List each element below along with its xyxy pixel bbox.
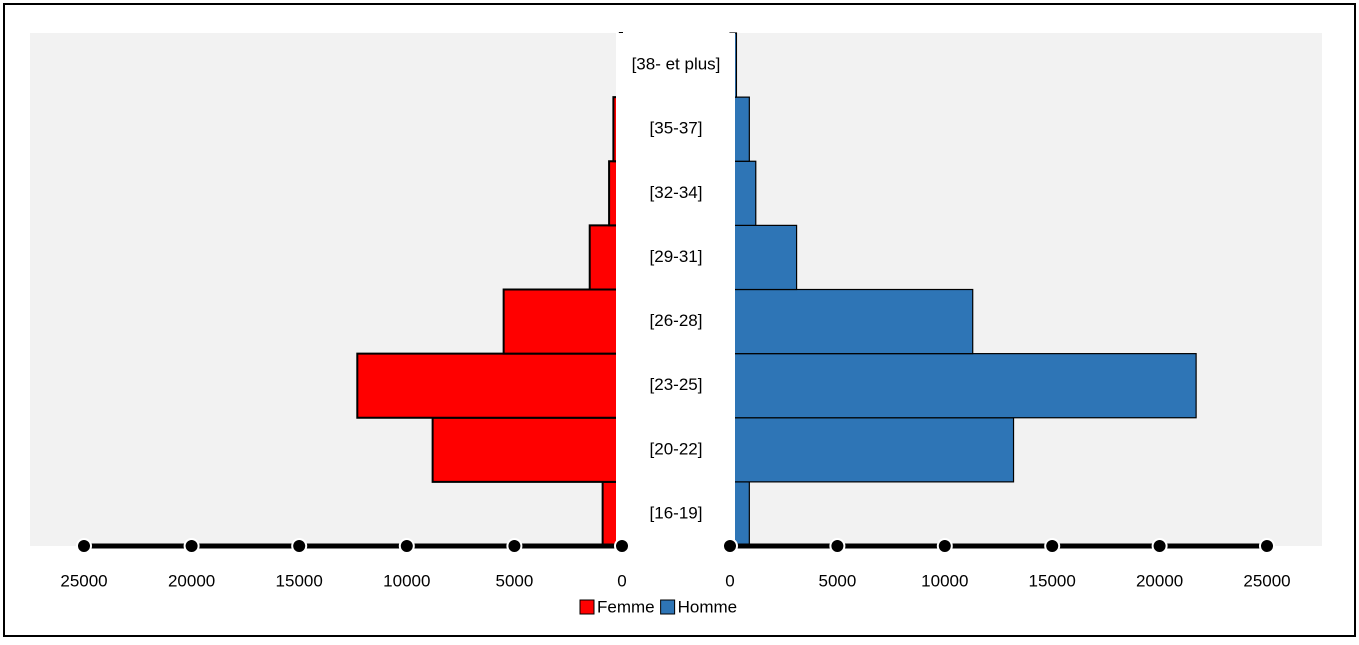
category-label: [32-34] [650,183,703,202]
tick-marker [1044,538,1061,554]
tick-marker [936,538,953,554]
tick-marker [1259,538,1275,554]
legend-label: Femme [597,597,655,616]
category-label: [26-28] [650,311,703,330]
x-tick-label: 10000 [921,571,968,590]
category-label: [29-31] [650,247,703,266]
category-label: [16-19] [650,503,703,522]
x-tick-label: 10000 [383,571,430,590]
x-tick-label: 5000 [495,571,533,590]
legend-swatch [579,599,595,615]
category-label: [38- et plus] [632,55,721,74]
tick-marker [506,538,523,554]
tick-marker [829,538,846,554]
category-label: [35-37] [650,119,703,138]
legend-swatch [660,599,676,615]
x-tick-label: 0 [725,571,734,590]
x-tick-label: 0 [617,571,626,590]
tick-marker [1151,538,1168,554]
tick-marker [398,538,415,554]
tick-marker [614,538,630,554]
bar [502,288,624,355]
category-panel [616,33,735,546]
tick-marker [291,538,308,554]
bar [729,224,798,291]
category-label: [20-22] [650,439,703,458]
legend-label: Homme [678,597,738,616]
x-tick-label: 15000 [1029,571,1076,590]
bar [729,288,974,355]
bar [729,353,1197,419]
x-tick-label: 20000 [168,571,215,590]
x-tick-label: 15000 [276,571,323,590]
x-tick-label: 20000 [1136,571,1183,590]
bar [431,416,623,483]
tick-marker [722,538,738,554]
x-tick-label: 25000 [60,571,107,590]
tick-marker [183,538,200,554]
tick-marker [76,538,92,554]
bar [356,352,623,419]
x-tick-label: 5000 [818,571,856,590]
category-label: [23-25] [650,375,703,394]
x-tick-label: 25000 [1243,571,1290,590]
bar [729,417,1015,483]
